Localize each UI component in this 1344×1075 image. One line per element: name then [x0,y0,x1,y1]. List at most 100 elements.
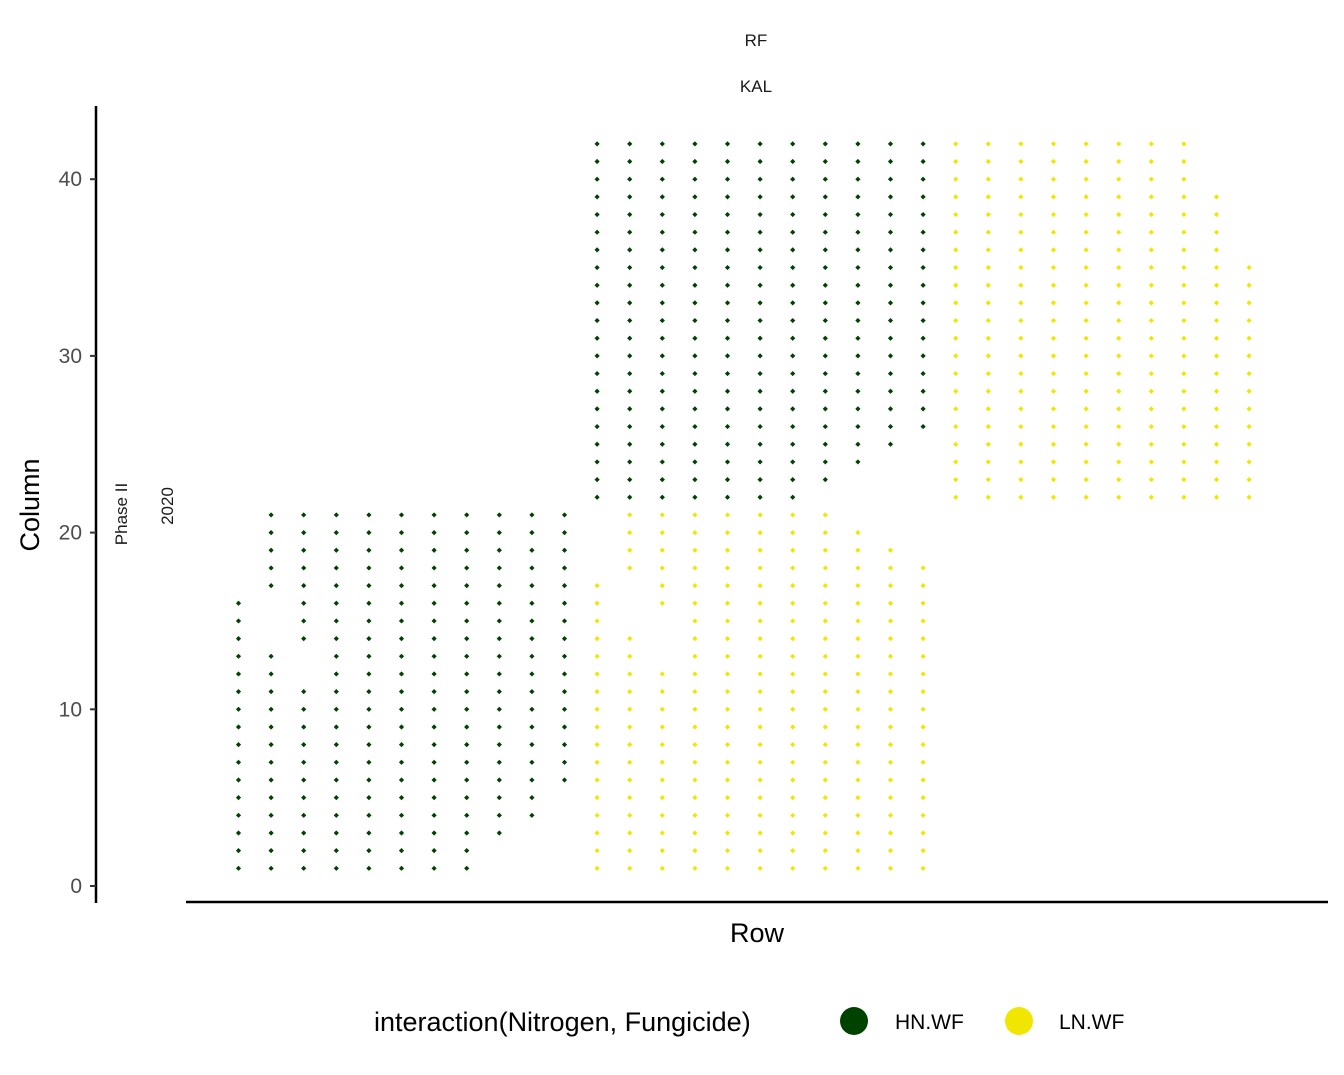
data-point [1181,335,1187,341]
data-point [920,865,926,871]
data-point [855,565,861,571]
data-point [953,423,959,430]
data-point [301,512,307,518]
data-point [235,848,242,854]
data-point [594,583,600,589]
data-point [822,865,828,871]
data-point [235,865,242,871]
data-point [268,565,274,571]
data-point [757,494,763,500]
data-point [887,211,894,218]
data-point [1148,229,1154,235]
data-point [920,211,926,218]
data-point [757,795,763,801]
data-point [659,459,665,465]
data-point [1246,459,1252,465]
data-point [953,229,959,235]
data-point [398,759,405,765]
data-point [496,759,502,765]
data-point [464,600,470,606]
data-point [887,777,894,783]
data-point [464,706,470,712]
data-point [920,388,926,394]
data-point [855,865,861,871]
data-point [659,830,665,836]
data-point [464,618,470,624]
data-point [366,653,372,659]
data-point [1181,176,1187,182]
data-point [1213,335,1220,341]
data-point [953,317,959,324]
data-point [301,565,307,571]
top-facet-strips: RF KAL [740,31,772,96]
data-point [235,777,242,783]
data-point [431,671,437,677]
data-point [1116,370,1122,377]
data-point [822,565,828,571]
data-point [1213,247,1220,253]
data-point [464,547,470,553]
data-point [1213,264,1220,271]
data-point [627,406,633,412]
data-point [268,547,274,553]
data-point [301,812,307,818]
data-point [724,476,731,483]
data-point [855,830,861,836]
data-point [1083,406,1089,412]
data-point [790,264,796,271]
data-point [757,211,763,218]
data-point [627,300,633,306]
data-point [887,406,894,412]
data-point [301,600,307,606]
data-point [1083,176,1089,182]
data-point [757,671,763,677]
data-point [1018,494,1024,500]
data-point [1083,317,1089,324]
data-point [920,282,926,288]
data-point [822,759,828,765]
data-point [235,653,242,659]
data-point [464,653,470,659]
data-point [464,812,470,818]
data-point [1083,459,1089,465]
data-point [920,583,926,589]
data-point [1213,406,1220,412]
data-point [1181,247,1187,253]
data-point [692,565,698,571]
data-point [822,459,828,465]
data-point [757,830,763,836]
data-point [496,565,502,571]
data-point [659,282,665,288]
data-point [692,317,698,324]
data-point [985,494,991,500]
data-point [366,512,372,518]
data-point [692,795,698,801]
data-point [920,247,926,253]
data-point [398,530,405,536]
data-point [627,423,633,430]
data-point [398,671,405,677]
data-point [431,812,437,818]
data-point [627,476,633,483]
data-point [594,141,600,147]
data-point [496,547,502,553]
data-point [855,176,861,182]
left-facet-strips: Phase II 2020 [112,483,177,545]
data-point [1213,300,1220,306]
data-point [464,689,470,695]
data-point [887,264,894,271]
data-point [757,865,763,871]
data-point [1083,247,1089,253]
data-point [496,795,502,801]
data-point [692,865,698,871]
data-point [659,247,665,253]
data-point [1148,388,1154,394]
data-point [790,759,796,765]
data-point [790,247,796,253]
data-point [757,141,763,147]
data-point [333,671,339,677]
data-point [301,759,307,765]
data-point [594,865,600,871]
data-point [659,317,665,324]
data-point [1018,388,1024,394]
